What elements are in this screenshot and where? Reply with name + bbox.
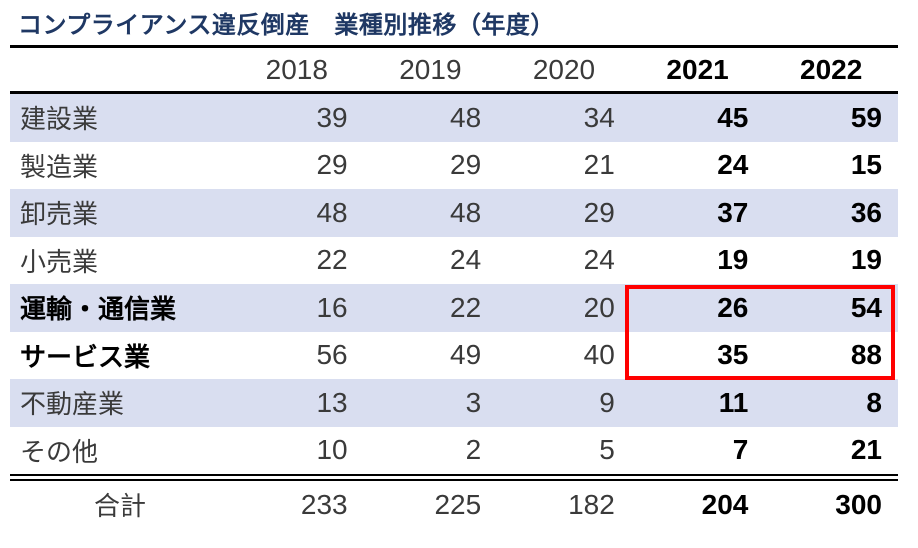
- header-row: 2018 2019 2020 2021 2022: [10, 45, 898, 94]
- year-header: 2022: [764, 45, 898, 94]
- table-row: 運輸・通信業 16 22 20 26 54: [10, 284, 898, 332]
- value-cell: 29: [497, 189, 631, 237]
- value-cell: 21: [583, 149, 615, 181]
- value-cell: 10: [316, 434, 348, 466]
- table-row: 不動産業 13 3 9 11 8: [10, 379, 898, 427]
- value-cell: 2: [465, 434, 482, 466]
- total-label: 合計: [10, 474, 230, 528]
- value-cell: 59: [764, 92, 898, 142]
- value-cell: 22: [316, 244, 348, 276]
- value-cell: 22: [363, 284, 498, 332]
- value-cell: 34: [497, 92, 631, 142]
- value-cell: 20: [497, 284, 631, 332]
- table-row: その他 10 2 5 7 21: [10, 427, 898, 478]
- value-cell: 29: [316, 149, 348, 181]
- total-value-cell: 233: [230, 474, 364, 528]
- value-cell: 5: [599, 434, 615, 466]
- row-label: サービス業: [20, 341, 151, 372]
- row-label: 建設業: [10, 92, 230, 142]
- value-cell: 24: [450, 244, 482, 276]
- value-cell: 48: [230, 189, 364, 237]
- year-header: 2018: [230, 45, 364, 94]
- value-cell: 11: [630, 379, 765, 427]
- value-cell: 16: [230, 284, 364, 332]
- table-body: 建設業 39 48 34 45 59 製造業 29 29 21 24 15 卸売業 48 48 29 37 36 小…: [10, 92, 898, 478]
- value-cell: 54: [764, 284, 898, 332]
- table-row: 建設業 39 48 34 45 59: [10, 92, 898, 142]
- value-cell: 48: [363, 189, 498, 237]
- total-value-cell: 204: [630, 474, 765, 528]
- value-cell: 15: [850, 149, 882, 181]
- value-cell: 35: [717, 339, 749, 371]
- total-row: 合計 233 225 182 204 300: [10, 474, 898, 528]
- total-value-cell: 300: [764, 474, 898, 528]
- row-label: 運輸・通信業: [10, 284, 230, 332]
- value-cell: 26: [630, 284, 765, 332]
- value-cell: 29: [450, 149, 482, 181]
- table-row: サービス業 56 49 40 35 88: [10, 332, 898, 380]
- row-label-header: [10, 45, 230, 94]
- value-cell: 45: [630, 92, 765, 142]
- value-cell: 13: [230, 379, 364, 427]
- total-value-cell: 225: [363, 474, 498, 528]
- value-cell: 24: [717, 149, 749, 181]
- row-label: 卸売業: [10, 189, 230, 237]
- value-cell: 48: [363, 92, 498, 142]
- table-row: 卸売業 48 48 29 37 36: [10, 189, 898, 237]
- value-cell: 21: [850, 434, 882, 466]
- year-header: 2020: [497, 45, 631, 94]
- value-cell: 8: [764, 379, 898, 427]
- value-cell: 88: [850, 339, 882, 371]
- total-value-cell: 182: [497, 474, 631, 528]
- table-title: コンプライアンス違反倒産 業種別推移（年度）: [18, 12, 555, 39]
- row-label: その他: [20, 436, 99, 467]
- value-cell: 49: [450, 339, 482, 371]
- value-cell: 56: [316, 339, 348, 371]
- value-cell: 9: [497, 379, 631, 427]
- row-label: 製造業: [20, 151, 99, 182]
- industry-trend-table: 2018 2019 2020 2021 2022 建設業 39 48 34 45 59 製造業 29 2…: [10, 45, 898, 528]
- year-header: 2021: [630, 45, 765, 94]
- value-cell: 24: [583, 244, 615, 276]
- value-cell: 39: [230, 92, 364, 142]
- year-header: 2019: [363, 45, 498, 94]
- value-cell: 40: [583, 339, 615, 371]
- value-cell: 3: [363, 379, 498, 427]
- row-label: 不動産業: [10, 379, 230, 427]
- table-row: 製造業 29 29 21 24 15: [10, 142, 898, 190]
- value-cell: 36: [764, 189, 898, 237]
- row-label: 小売業: [20, 246, 99, 277]
- value-cell: 7: [732, 434, 749, 466]
- table-row: 小売業 22 24 24 19 19: [10, 237, 898, 285]
- value-cell: 19: [717, 244, 749, 276]
- value-cell: 19: [850, 244, 882, 276]
- value-cell: 37: [630, 189, 765, 237]
